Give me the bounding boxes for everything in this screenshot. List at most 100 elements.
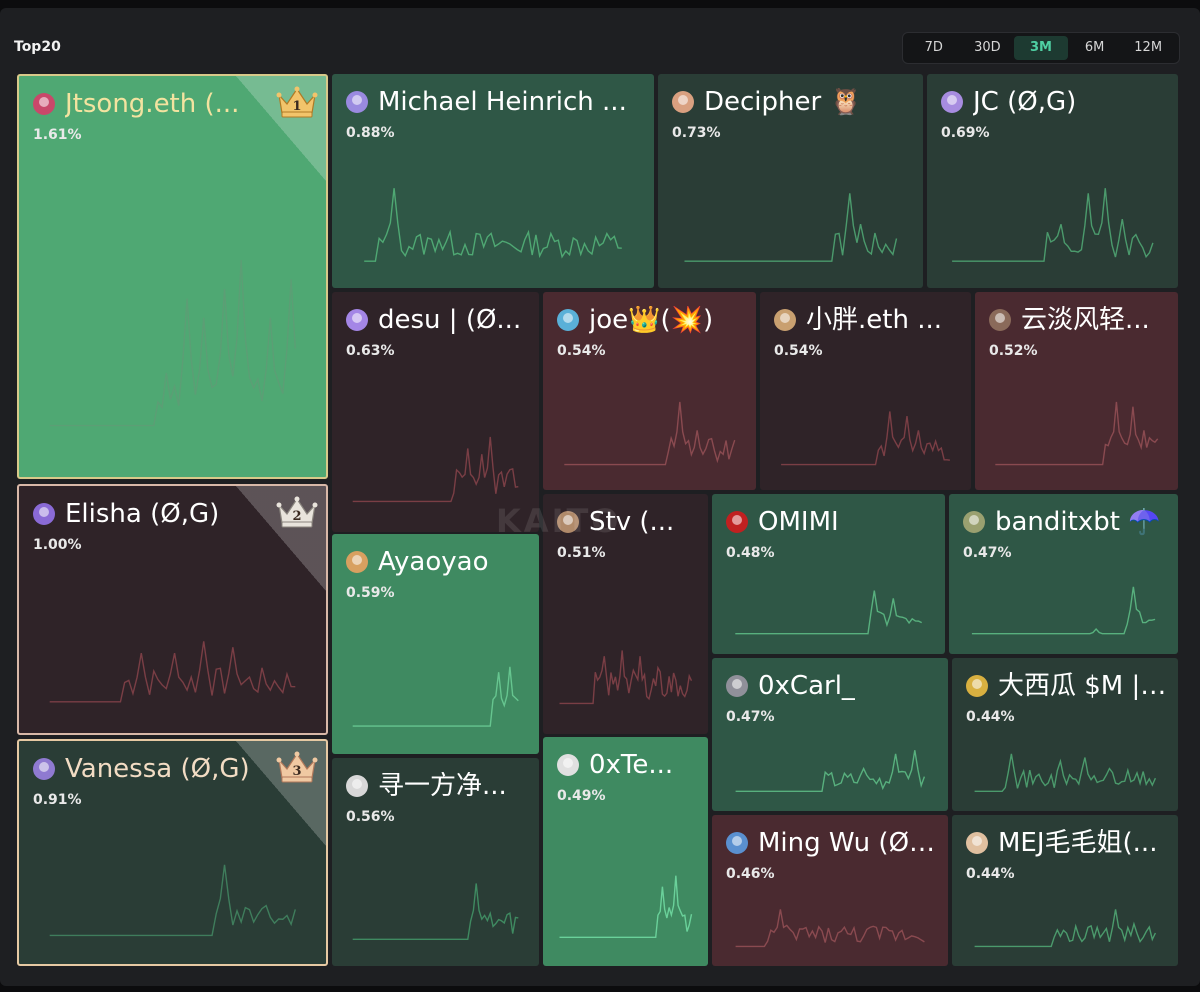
tile-percent: 0.73% <box>672 125 721 141</box>
tile-12[interactable]: Stv (... 0.51% <box>543 494 708 734</box>
avatar <box>33 503 55 525</box>
tile-percent: 0.44% <box>966 866 1015 882</box>
tile-16[interactable]: 0xTe... 0.49% <box>543 737 708 966</box>
tile-11[interactable]: Ayaoyao 0.59% <box>332 534 539 754</box>
avatar <box>726 675 748 697</box>
svg-text:2: 2 <box>292 509 301 524</box>
crown-gold-icon: 1 <box>276 85 318 119</box>
tile-name: Stv (... <box>589 508 675 536</box>
tile-percent: 0.44% <box>966 709 1015 725</box>
sparkline <box>712 558 945 654</box>
tile-name: 云淡风轻... <box>1021 306 1150 334</box>
tile-name: Decipher 🦉 <box>704 88 862 116</box>
sparkline <box>332 388 539 532</box>
tile-8[interactable]: joe👑(💥) 0.54% <box>543 292 756 490</box>
tile-percent: 0.54% <box>557 343 606 359</box>
avatar <box>774 309 796 331</box>
tile-percent: 0.54% <box>774 343 823 359</box>
tile-5[interactable]: Decipher 🦉 0.73% <box>658 74 923 288</box>
avatar <box>966 675 988 697</box>
sparkline <box>952 875 1178 966</box>
avatar <box>726 511 748 533</box>
tile-13[interactable]: OMIMI 0.48% <box>712 494 945 654</box>
tile-percent: 0.52% <box>989 343 1038 359</box>
tile-1[interactable]: 1 Jtsong.eth (... 1.61% <box>17 74 328 479</box>
tile-name: Elisha (Ø,G) <box>65 500 220 528</box>
tab-30d[interactable]: 30D <box>974 40 1001 55</box>
tile-name: Jtsong.eth (... <box>65 90 240 118</box>
tile-name: 小胖.eth ... <box>806 306 942 334</box>
tile-3[interactable]: 3 Vanessa (Ø,G) 0.91% <box>17 739 328 966</box>
sparkline <box>332 841 539 966</box>
tab-7d[interactable]: 7D <box>924 40 943 55</box>
tile-name: MEJ毛毛姐(... <box>998 829 1158 857</box>
tile-6[interactable]: JC (Ø,G) 0.69% <box>927 74 1178 288</box>
tile-name: JC (Ø,G) <box>973 88 1077 116</box>
sparkline <box>949 558 1178 654</box>
tile-20[interactable]: MEJ毛毛姐(... 0.44% <box>952 815 1178 966</box>
tile-2[interactable]: 2 Elisha (Ø,G) 1.00% <box>17 484 328 735</box>
tile-9[interactable]: 小胖.eth ... 0.54% <box>760 292 971 490</box>
sparkline <box>975 371 1178 490</box>
avatar <box>672 91 694 113</box>
avatar <box>557 754 579 776</box>
tile-19[interactable]: Ming Wu (Ø,G) 0.46% <box>712 815 948 966</box>
tile-4[interactable]: Michael Heinrich ... 0.88% <box>332 74 654 288</box>
tile-percent: 0.88% <box>346 125 395 141</box>
avatar <box>33 758 55 780</box>
sparkline <box>952 719 1178 811</box>
avatar <box>557 511 579 533</box>
tile-10[interactable]: 云淡风轻... 0.52% <box>975 292 1178 490</box>
panel-title: Top20 <box>14 39 61 55</box>
sparkline <box>19 830 326 964</box>
tile-18[interactable]: 大西瓜 $M | 🐜 0.44% <box>952 658 1178 811</box>
tile-7[interactable]: desu | (Ø... 0.63% <box>332 292 539 532</box>
tile-name: 大西瓜 $M | 🐜 <box>998 672 1168 700</box>
tile-17[interactable]: 0xCarl_ 0.47% <box>712 658 948 811</box>
tile-percent: 0.91% <box>33 792 82 808</box>
tile-percent: 0.48% <box>726 545 775 561</box>
avatar <box>346 91 368 113</box>
avatar <box>346 309 368 331</box>
tile-percent: 0.47% <box>963 545 1012 561</box>
tile-percent: 1.00% <box>33 537 82 553</box>
tile-percent: 1.61% <box>33 127 82 143</box>
svg-text:1: 1 <box>292 99 301 114</box>
tab-6m[interactable]: 6M <box>1084 40 1105 55</box>
avatar <box>33 93 55 115</box>
sparkline <box>712 875 948 966</box>
time-range-tabs: 7D 30D 3M 6M 12M <box>902 32 1180 64</box>
sparkline <box>927 160 1178 288</box>
tile-name: desu | (Ø... <box>378 306 522 334</box>
sparkline <box>712 719 948 811</box>
tile-percent: 0.51% <box>557 545 606 561</box>
tile-percent: 0.59% <box>346 585 395 601</box>
svg-text:3: 3 <box>292 764 301 779</box>
tab-12m[interactable]: 12M <box>1134 40 1163 55</box>
sparkline <box>19 236 326 477</box>
avatar <box>726 832 748 854</box>
tile-name: 0xTe... <box>589 751 674 779</box>
tile-name: Michael Heinrich ... <box>378 88 627 116</box>
tile-percent: 0.49% <box>557 788 606 804</box>
tile-name: Ming Wu (Ø,G) <box>758 829 938 857</box>
tile-name: banditxbt ☂️ <box>995 508 1161 536</box>
tile-name: 0xCarl_ <box>758 672 855 700</box>
tab-3m[interactable]: 3M <box>1014 36 1068 60</box>
tile-percent: 0.69% <box>941 125 990 141</box>
tile-15[interactable]: 寻一方净... 0.56% <box>332 758 539 966</box>
avatar <box>966 832 988 854</box>
sparkline <box>332 622 539 754</box>
tile-percent: 0.46% <box>726 866 775 882</box>
tile-name: Ayaoyao <box>378 548 489 576</box>
tile-percent: 0.56% <box>346 809 395 825</box>
avatar <box>346 775 368 797</box>
sparkline <box>543 829 708 966</box>
avatar <box>557 309 579 331</box>
avatar <box>989 309 1011 331</box>
tile-14[interactable]: banditxbt ☂️ 0.47% <box>949 494 1178 654</box>
crown-bronze-icon: 3 <box>276 750 318 784</box>
sparkline <box>658 160 923 288</box>
sparkline <box>760 371 971 490</box>
sparkline <box>332 160 654 288</box>
